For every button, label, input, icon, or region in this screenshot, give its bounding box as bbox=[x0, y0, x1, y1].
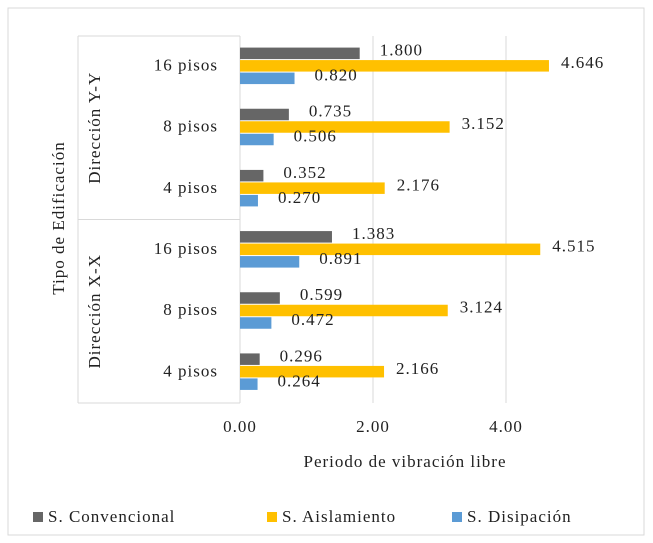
x-tick-label: 4.00 bbox=[489, 417, 523, 436]
bar bbox=[240, 47, 360, 60]
y-tick-label: 8 pisos bbox=[163, 117, 218, 136]
bar bbox=[240, 169, 264, 182]
bar bbox=[240, 243, 541, 256]
bar bbox=[240, 121, 450, 133]
data-label: 3.124 bbox=[460, 298, 503, 317]
bar bbox=[240, 378, 258, 390]
data-label: 0.472 bbox=[291, 310, 334, 329]
data-label: 1.383 bbox=[352, 224, 395, 243]
bar bbox=[240, 353, 260, 365]
y-tick-label: 8 pisos bbox=[163, 300, 218, 319]
bar bbox=[240, 292, 280, 304]
x-tick-label: 0.00 bbox=[223, 417, 257, 436]
bar bbox=[240, 231, 332, 243]
data-label: 4.515 bbox=[552, 236, 595, 255]
legend-label: S. Aislamiento bbox=[282, 507, 396, 526]
y-axis-title: Tipo de Edificación bbox=[49, 141, 68, 294]
data-label: 0.820 bbox=[315, 65, 358, 84]
data-label: 0.506 bbox=[294, 127, 337, 146]
y-tick-label: 16 pisos bbox=[154, 55, 218, 74]
data-label: 2.176 bbox=[397, 175, 440, 194]
bar bbox=[240, 108, 289, 121]
legend-swatch bbox=[267, 512, 277, 522]
group-label: Dirección X-X bbox=[85, 254, 104, 369]
bar bbox=[240, 365, 385, 378]
y-tick-label: 16 pisos bbox=[154, 239, 218, 258]
legend-label: S. Disipación bbox=[467, 507, 572, 526]
data-label: 0.352 bbox=[283, 163, 326, 182]
x-axis-title: Periodo de vibración libre bbox=[303, 452, 506, 471]
y-tick-label: 4 pisos bbox=[163, 178, 218, 197]
bar bbox=[240, 194, 258, 207]
bar bbox=[240, 60, 549, 72]
bar bbox=[240, 317, 272, 329]
legend-label: S. Convencional bbox=[48, 507, 175, 526]
data-label: 2.166 bbox=[396, 359, 439, 378]
x-tick-label: 2.00 bbox=[356, 417, 390, 436]
data-label: 0.296 bbox=[280, 346, 323, 365]
bar bbox=[240, 182, 385, 194]
legend-swatch bbox=[452, 512, 462, 522]
legend-swatch bbox=[33, 512, 43, 522]
data-label: 0.891 bbox=[319, 249, 362, 268]
bar bbox=[240, 304, 448, 317]
data-label: 3.152 bbox=[462, 114, 505, 133]
data-label: 0.735 bbox=[309, 102, 352, 121]
bar bbox=[240, 133, 274, 146]
data-label: 4.646 bbox=[561, 53, 604, 72]
chart-frame bbox=[7, 7, 645, 536]
group-label: Dirección Y-Y bbox=[85, 72, 104, 184]
data-label: 0.599 bbox=[300, 285, 343, 304]
data-label: 1.800 bbox=[380, 40, 423, 59]
bar bbox=[240, 72, 295, 85]
y-tick-label: 4 pisos bbox=[163, 361, 218, 380]
data-label: 0.264 bbox=[278, 371, 321, 390]
data-label: 0.270 bbox=[278, 188, 321, 207]
bar bbox=[240, 256, 300, 268]
